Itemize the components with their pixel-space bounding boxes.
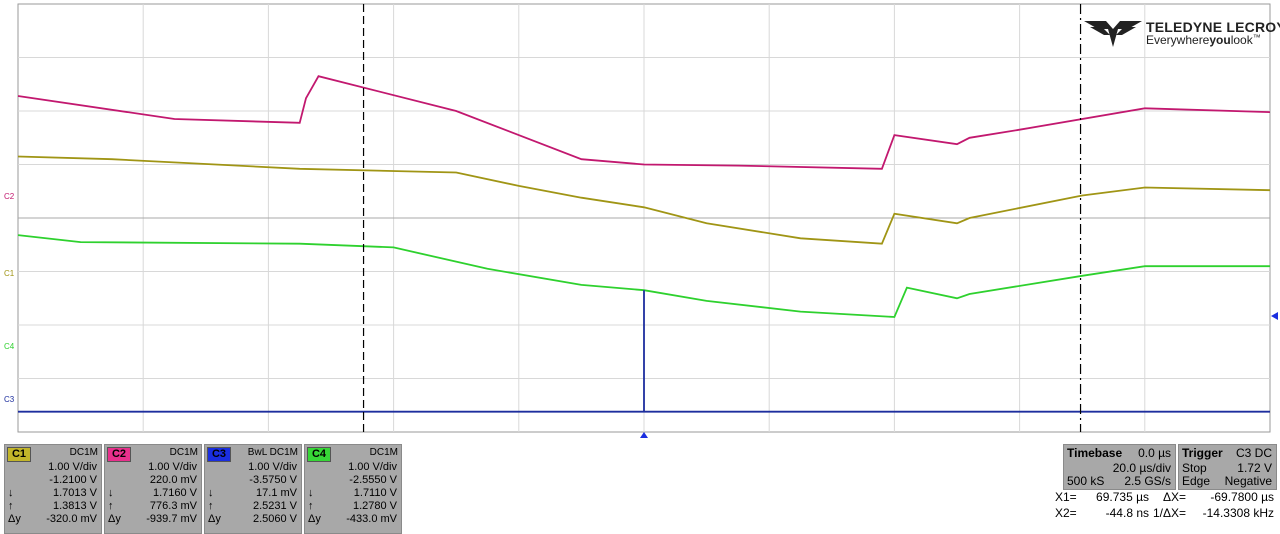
channel-v2: 2.5231 V xyxy=(252,500,297,512)
channel-v2: 1.3813 V xyxy=(52,500,97,512)
inv-dx-label: 1/ΔX= xyxy=(1153,506,1187,520)
down-arrow-icon: ↓ xyxy=(108,487,114,499)
channel-coupling: BwL DC1M xyxy=(247,447,298,458)
down-arrow-icon: ↓ xyxy=(308,487,314,499)
x2-value: -44.8 ns xyxy=(1105,506,1149,520)
channel-vdiv: 1.00 V/div xyxy=(148,461,197,473)
channel-vdiv: 1.00 V/div xyxy=(348,461,397,473)
trigger-mode: Stop xyxy=(1182,461,1207,475)
channel-badge: C1 xyxy=(7,447,31,462)
channel-badge: C2 xyxy=(107,447,131,462)
channel-v1: 1.7160 V xyxy=(152,487,197,499)
channel-marker-c2: C2 xyxy=(4,192,15,201)
channel-dy: -320.0 mV xyxy=(46,513,97,525)
channel-dy: -433.0 mV xyxy=(346,513,397,525)
timebase-panel[interactable]: Timebase 0.0 µs 20.0 µs/div 500 kS 2.5 G… xyxy=(1063,444,1176,490)
x1-label: X1= xyxy=(1055,490,1077,504)
delta-y-label: Δy xyxy=(308,513,321,525)
x2-label: X2= xyxy=(1055,506,1077,520)
brand-name: TELEDYNE LECROY xyxy=(1146,19,1280,35)
channel-marker-c3: C3 xyxy=(4,395,15,404)
channel-panel-c2[interactable]: C2 DC1M 1.00 V/div 220.0 mV 1.7160 V 776.3 mV… xyxy=(104,444,202,534)
trace-c3 xyxy=(18,290,1270,413)
up-arrow-icon: ↑ xyxy=(108,500,114,512)
delta-y-label: Δy xyxy=(208,513,221,525)
logo-mark-icon xyxy=(1084,21,1142,47)
channel-offset: 220.0 mV xyxy=(149,474,197,486)
dx-label: ΔX= xyxy=(1163,490,1187,504)
up-arrow-icon: ↑ xyxy=(208,500,214,512)
down-arrow-icon: ↓ xyxy=(8,487,14,499)
channel-dy: 2.5060 V xyxy=(252,513,297,525)
trigger-type: Edge xyxy=(1182,474,1211,488)
channel-marker-c1: C1 xyxy=(4,269,15,278)
channel-vdiv: 1.00 V/div xyxy=(48,461,97,473)
channel-coupling: DC1M xyxy=(369,447,398,458)
trigger-level-icon xyxy=(1271,312,1278,320)
timebase-rate: 2.5 GS/s xyxy=(1124,474,1171,488)
timebase-samples: 500 kS xyxy=(1067,474,1105,488)
channel-panel-c1[interactable]: C1 DC1M 1.00 V/div -1.2100 V 1.7013 V 1.3813 … xyxy=(4,444,102,534)
channel-v2: 776.3 mV xyxy=(149,500,197,512)
timebase-label: Timebase xyxy=(1067,446,1123,460)
trace-c4 xyxy=(17,234,1270,318)
trace-c1 xyxy=(17,155,1271,245)
channel-badge: C4 xyxy=(307,447,331,462)
down-arrow-icon: ↓ xyxy=(208,487,214,499)
trace-c2 xyxy=(17,75,1271,170)
channel-v1: 1.7013 V xyxy=(52,487,97,499)
trigger-label: Trigger xyxy=(1182,446,1223,460)
trigger-level: 1.72 V xyxy=(1237,461,1272,475)
channel-coupling: DC1M xyxy=(69,447,98,458)
channel-offset: -2.5550 V xyxy=(349,474,397,486)
channel-badge: C3 xyxy=(207,447,231,462)
trigger-position-icon xyxy=(640,432,648,438)
up-arrow-icon: ↑ xyxy=(8,500,14,512)
channel-v2: 1.2780 V xyxy=(352,500,397,512)
trigger-source: C3 DC xyxy=(1235,446,1272,460)
channel-vdiv: 1.00 V/div xyxy=(248,461,297,473)
waveform-traces xyxy=(17,75,1271,413)
timebase-delay: 0.0 µs xyxy=(1138,446,1171,460)
channel-v1: 1.7110 V xyxy=(353,487,397,499)
up-arrow-icon: ↑ xyxy=(308,500,314,512)
waveform-display: C2 C1 C4 C3 xyxy=(4,3,1278,438)
timebase-tdiv: 20.0 µs/div xyxy=(1112,461,1171,475)
channel-panel-c4[interactable]: C4 DC1M 1.00 V/div -2.5550 V 1.7110 V 1.2780 … xyxy=(304,444,402,534)
channel-v1: 17.1 mV xyxy=(256,487,297,499)
channel-offset: -1.2100 V xyxy=(49,474,97,486)
channel-panel-c3[interactable]: C3 BwL DC1M 1.00 V/div -3.5750 V 17.1 mV 2.52… xyxy=(204,444,302,534)
channel-dy: -939.7 mV xyxy=(146,513,197,525)
brand-tagline: Everywhereyoulook™ xyxy=(1146,33,1261,47)
delta-y-label: Δy xyxy=(108,513,121,525)
channel-offset: -3.5750 V xyxy=(249,474,297,486)
channel-coupling: DC1M xyxy=(169,447,198,458)
teledyne-lecroy-logo: TELEDYNE LECROY Everywhereyoulook™ xyxy=(1084,17,1280,51)
channel-marker-c4: C4 xyxy=(4,342,15,351)
x1-value: 69.735 µs xyxy=(1096,490,1149,504)
channel-markers: C2 C1 C4 C3 xyxy=(4,192,1278,438)
cursor-lines[interactable] xyxy=(362,4,1082,432)
dx-value: -69.7800 µs xyxy=(1210,490,1274,504)
trigger-slope: Negative xyxy=(1224,474,1272,488)
trigger-panel[interactable]: Trigger C3 DC Stop 1.72 V Edge Negative xyxy=(1178,444,1277,490)
delta-y-label: Δy xyxy=(8,513,21,525)
inv-dx-value: -14.3308 kHz xyxy=(1202,506,1274,520)
